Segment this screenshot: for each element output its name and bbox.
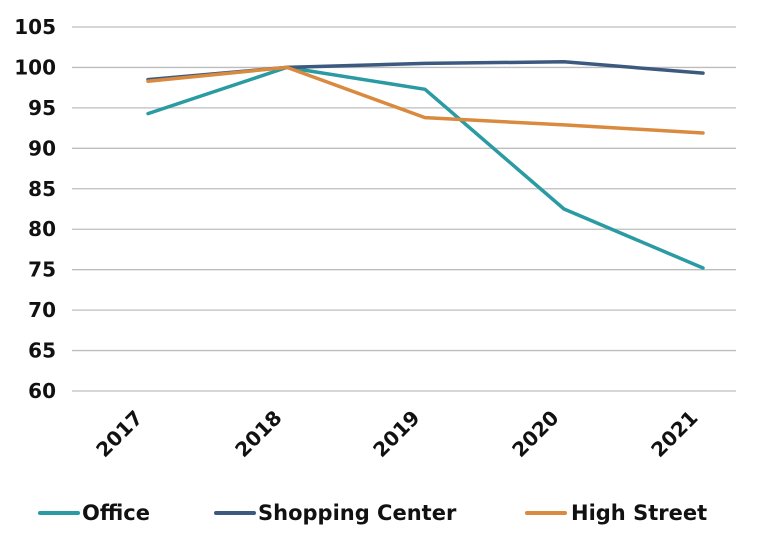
series-line-high-street: [146, 65, 705, 135]
y-tick-label: 100: [14, 55, 56, 79]
legend-item-high-street: High Street: [525, 501, 707, 525]
y-tick-label: 75: [28, 258, 56, 282]
x-tick-label: 2021: [646, 406, 702, 462]
y-tick-label: 85: [28, 177, 56, 201]
x-tick-label: 2017: [91, 406, 147, 462]
y-tick-label: 70: [28, 298, 56, 322]
series-line-shopping-center: [146, 60, 705, 82]
x-tick-label: 2020: [507, 406, 563, 462]
x-tick-label: 2018: [230, 406, 286, 462]
y-tick-label: 90: [28, 136, 56, 160]
y-tick-label: 80: [28, 217, 56, 241]
legend-label: High Street: [571, 501, 707, 525]
legend-item-office: Office: [38, 501, 150, 525]
legend-item-shopping-center: Shopping Center: [214, 501, 457, 525]
series-line-office: [146, 65, 705, 270]
y-tick-label: 60: [28, 379, 56, 403]
y-tick-label: 65: [28, 339, 56, 363]
legend-label: Shopping Center: [258, 501, 457, 525]
x-tick-label: 2019: [368, 406, 424, 462]
y-tick-label: 95: [28, 96, 56, 120]
legend-label: Office: [82, 501, 150, 525]
x-axis-ticks: 2017 2018 2019 2020 2021: [91, 406, 702, 462]
y-tick-label: 105: [14, 15, 56, 39]
legend: Office Shopping Center High Street: [38, 501, 707, 525]
y-axis-ticks: 60 65 70 75 80 85 90 95 100 105: [14, 15, 56, 403]
grid-layer: [72, 26, 736, 392]
series-layer: [146, 60, 705, 270]
